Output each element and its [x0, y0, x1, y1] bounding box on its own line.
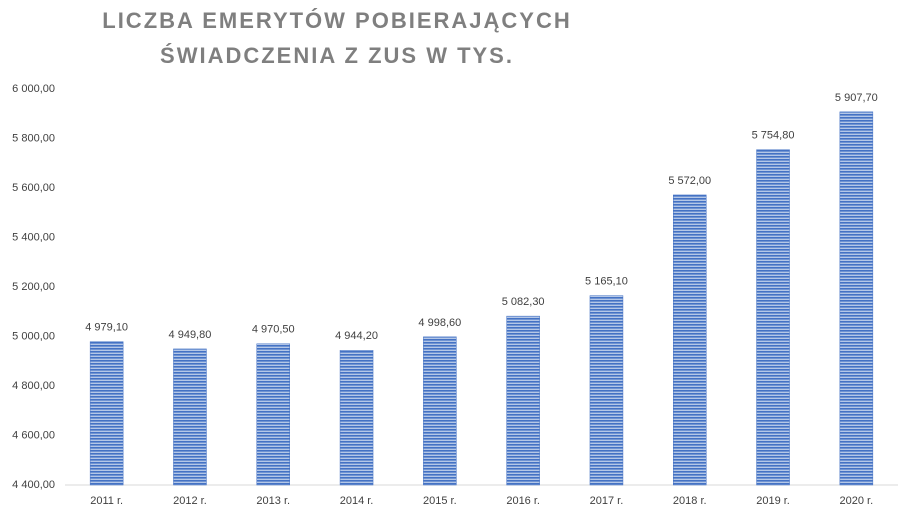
x-tick-label: 2017 r.	[590, 495, 624, 507]
bar	[589, 295, 624, 486]
x-tick-label: 2020 r.	[840, 495, 874, 507]
y-tick-label: 5 400,00	[12, 231, 55, 243]
x-tick-label: 2011 r.	[90, 495, 123, 507]
y-tick-label: 5 200,00	[12, 281, 55, 293]
bar	[89, 341, 124, 486]
data-label: 4 979,10	[85, 322, 128, 334]
data-label: 4 944,20	[335, 330, 378, 342]
y-tick-label: 4 600,00	[12, 429, 55, 441]
x-tick-label: 2018 r.	[673, 495, 707, 507]
y-tick-label: 5 800,00	[12, 132, 55, 144]
data-label: 4 949,80	[169, 329, 212, 341]
data-label: 5 754,80	[752, 130, 795, 142]
data-label: 4 998,60	[418, 317, 461, 329]
data-label: 5 572,00	[668, 175, 711, 187]
bar	[673, 194, 707, 486]
x-tick-label: 2012 r.	[173, 495, 207, 507]
data-label: 5 907,70	[835, 92, 878, 104]
y-tick-label: 4 800,00	[12, 380, 55, 392]
bar	[756, 149, 790, 486]
bar	[256, 343, 290, 486]
y-tick-label: 5 000,00	[12, 330, 55, 342]
bar	[506, 315, 540, 486]
y-tick-label: 4 400,00	[12, 479, 55, 491]
chart-title: LICZBA EMERYTÓW POBIERAJĄCYCH	[102, 8, 572, 33]
x-tick-label: 2016 r.	[506, 495, 540, 507]
y-tick-label: 5 600,00	[12, 182, 55, 194]
y-tick-label: 6 000,00	[12, 83, 55, 95]
data-label: 5 165,10	[585, 276, 628, 288]
x-tick-label: 2014 r.	[340, 495, 374, 507]
bar	[339, 350, 374, 486]
bar	[173, 348, 207, 486]
x-tick-label: 2013 r.	[256, 495, 290, 507]
data-label: 4 970,50	[252, 324, 295, 336]
x-tick-label: 2019 r.	[756, 495, 790, 507]
bar	[423, 336, 457, 486]
chart-title: ŚWIADCZENIA Z ZUS W TYS.	[160, 43, 514, 68]
bar	[839, 111, 874, 486]
x-tick-label: 2015 r.	[423, 495, 457, 507]
data-label: 5 082,30	[502, 296, 545, 308]
